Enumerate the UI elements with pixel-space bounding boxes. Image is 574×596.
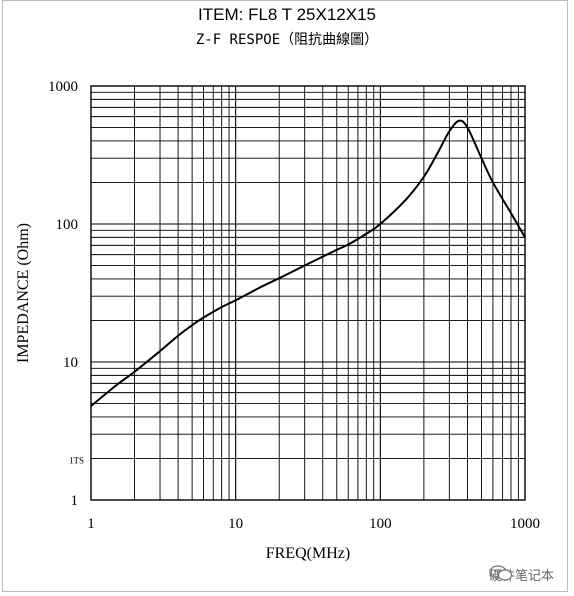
y-tick-label: 100 [56,217,79,233]
impedance-curve [90,119,526,407]
watermark: 硬件笔记本 [489,565,554,584]
chart-title: ITEM: FL8 T 25X12X15 [198,5,376,24]
plot-border [90,85,526,501]
y-tick-label: 1000 [48,79,78,95]
chart-subtitle: Z-F RESPOE（阻抗曲線圖） [195,32,379,48]
wechat-icon [489,565,513,581]
x-tick-label: 100 [369,516,392,532]
y-axis-label: IMPEDANCE (Ohm) [15,223,32,363]
y-tick-label: 10 [63,355,78,371]
y-tick-label: 1 [71,493,79,509]
x-axis-label: FREQ(MHz) [266,545,350,562]
x-tick-label: 1000 [510,516,540,532]
y-minor-label: 1TS [69,455,84,465]
x-tick-label: 10 [228,516,243,532]
x-tick-label: 1 [87,516,95,532]
